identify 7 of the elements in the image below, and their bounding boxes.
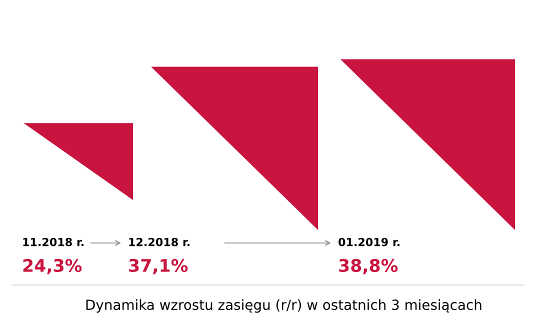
category-label: 11.2018 r. [23,238,84,246]
data-label: 37,1% [129,258,188,274]
category-label: 01.2019 r. [338,238,400,246]
category-label: 12.2018 r. [129,238,190,246]
data-label: 38,8% [339,258,398,274]
text: Dynamika wzrostu zasięgu (r/r) w ostatnich 3 miesiącach [86,299,482,313]
data-label: 24,3% [23,258,82,274]
